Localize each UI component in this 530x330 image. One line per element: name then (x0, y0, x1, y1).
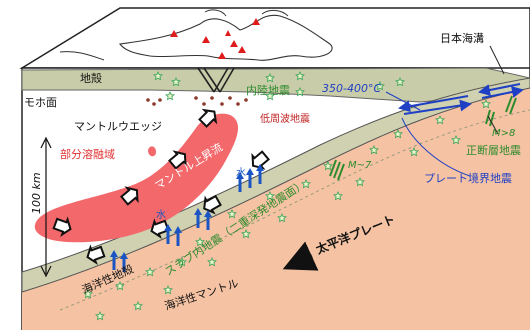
label-inland-eq: 内陸地震 (246, 83, 290, 97)
plate-boundary-arrows (398, 83, 524, 115)
double-seismic-zone-line (59, 109, 530, 311)
label-m-gt-8: M>8 (492, 128, 515, 139)
label-plate-boundary-eq: プレート境界地震 (424, 171, 512, 185)
trench-leader-line (489, 45, 505, 75)
volcano-icon (218, 52, 226, 59)
volcano-icon (230, 40, 238, 47)
volcano-icon (252, 18, 260, 25)
label-water-2: 水 (236, 167, 246, 179)
label-crust: 地殻 (80, 71, 102, 85)
normal-fault-leader-line (487, 115, 499, 135)
partial-melt-zone (34, 113, 239, 243)
temperature-leader-line (385, 91, 421, 111)
label-partial-melt: 部分溶融域 (60, 147, 115, 161)
crust-layer (21, 67, 530, 103)
melt-droplet (148, 146, 156, 157)
volcano-icon (225, 30, 231, 36)
label-moho: モホ面 (24, 96, 57, 109)
label-japan-trench: 日本海溝 (440, 31, 484, 45)
label-normal-fault-eq: 正断層地震 (466, 143, 521, 157)
label-mantle-wedge: マントルウエッジ (74, 120, 162, 133)
label-depth-scale: 100 km (30, 172, 43, 214)
volcano-markers (170, 18, 260, 59)
plate-boundary-leader-line (401, 117, 471, 177)
label-temperature: 350-400°C (322, 82, 381, 95)
volcano-icon (170, 30, 178, 37)
label-m-7: M~7 (348, 160, 372, 171)
label-low-frequency-eq: 低周波地震 (260, 112, 310, 125)
volcano-icon (202, 36, 210, 43)
low-frequency-earthquake-dots (146, 96, 248, 106)
pacific-plate-motion-arrow (282, 241, 319, 271)
coastline (118, 14, 333, 61)
volcanic-conduits (197, 67, 235, 93)
volcano-icon (238, 46, 246, 53)
depth-scale (40, 136, 52, 278)
label-water-1: 水 (156, 209, 166, 221)
